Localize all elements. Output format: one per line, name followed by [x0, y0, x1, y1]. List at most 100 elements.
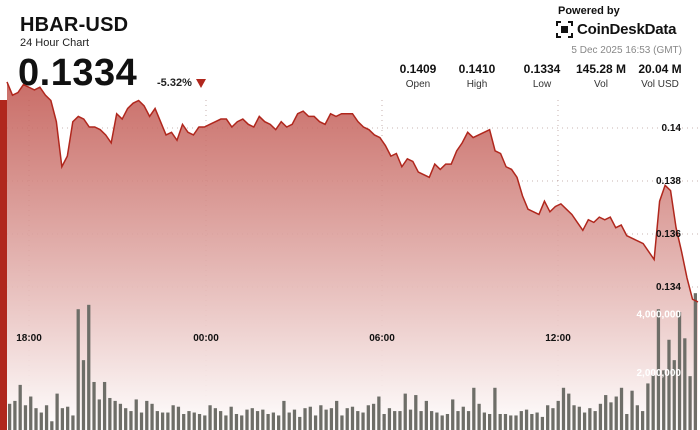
volume-bar: [604, 395, 608, 430]
volume-bar: [440, 415, 444, 430]
volume-bar: [292, 409, 297, 430]
volume-bar: [540, 416, 545, 430]
stat-low-label: Low: [532, 79, 552, 90]
volume-bar: [461, 406, 465, 430]
stat-open-label: Open: [405, 79, 431, 90]
volume-bar: [97, 399, 101, 430]
volume-bar: [8, 403, 12, 430]
volume-bar: [414, 395, 418, 430]
volume-bar: [171, 405, 175, 430]
volume-tick-label: 2,000,000: [637, 368, 682, 379]
volume-bar: [656, 309, 661, 430]
volume-bar: [129, 411, 133, 430]
current-price: 0.1334: [18, 52, 138, 94]
volume-bar: [530, 413, 534, 430]
x-tick-label: 00:00: [193, 333, 219, 344]
volume-bar: [192, 412, 196, 430]
volume-bar: [577, 406, 581, 430]
stat-open-value: 0.1409: [399, 62, 437, 76]
volume-bar: [609, 402, 613, 430]
volume-bar: [477, 403, 481, 430]
volume-bar: [366, 405, 370, 430]
volume-bar: [509, 415, 513, 430]
volume-bar: [39, 412, 43, 430]
volume-bar: [572, 405, 576, 430]
volume-bar: [18, 384, 22, 430]
y-axis-ticks: 0.14 0.138 0.136 0.134 4,000,000 2,000,000: [637, 123, 682, 379]
volume-bar: [556, 400, 560, 430]
volume-bar: [466, 411, 471, 430]
volume-bar: [630, 390, 634, 430]
volume-bar: [271, 412, 276, 430]
volume-bar: [250, 408, 254, 430]
volume-bar: [55, 393, 59, 430]
volume-bar: [635, 405, 639, 430]
volume-bar: [345, 408, 349, 430]
volume-bar: [34, 408, 38, 430]
volume-bar: [81, 360, 86, 430]
volume-bar: [619, 387, 624, 430]
volume-bar: [382, 413, 386, 430]
volume-bar: [371, 403, 376, 430]
volume-bar: [255, 411, 260, 430]
volume-bar: [124, 408, 128, 430]
volume-bar: [472, 387, 476, 430]
volume-bar: [218, 411, 223, 430]
volume-bar: [113, 400, 117, 430]
volume-bar: [546, 405, 550, 430]
stat-vol-usd-value: 20.04 M: [638, 62, 682, 76]
volume-bar: [398, 411, 402, 430]
y-tick-label: 0.134: [656, 282, 681, 293]
volume-bar: [488, 413, 492, 430]
volume-bar: [350, 406, 355, 430]
volume-bar: [160, 412, 165, 430]
volume-bar: [683, 338, 687, 430]
volume-bar: [598, 403, 603, 430]
x-tick-label: 06:00: [369, 333, 395, 344]
volume-bar: [139, 412, 144, 430]
volume-bar: [667, 339, 671, 430]
volume-bar: [329, 408, 334, 430]
volume-bar: [662, 370, 666, 430]
volume-bar: [145, 400, 149, 430]
volume-bar: [640, 411, 645, 430]
pair-title: HBAR-USD: [20, 14, 129, 36]
price-line: [6, 81, 699, 303]
volume-bar: [261, 409, 265, 430]
volume-bar: [482, 412, 487, 430]
volume-bar: [150, 403, 154, 430]
volume-bar: [166, 412, 170, 430]
stat-vol-usd: 20.04 M Vol USD: [638, 62, 681, 90]
volume-bar: [514, 415, 518, 430]
volume-bar: [134, 399, 138, 430]
accent-bar: [0, 100, 7, 430]
volume-bar: [672, 360, 676, 430]
volume-bar: [424, 400, 428, 430]
volume-bar: [240, 415, 244, 430]
volume-bar: [456, 411, 460, 430]
volume-bar: [435, 412, 439, 430]
x-tick-label: 18:00: [16, 333, 42, 344]
volume-bar: [208, 405, 212, 430]
volume-bar: [44, 405, 49, 430]
volume-bar: [393, 411, 397, 430]
volume-tick-label: 4,000,000: [637, 310, 682, 321]
volume-bar: [23, 405, 28, 430]
volume-bar: [651, 374, 655, 430]
volume-bar: [282, 400, 286, 430]
stat-open: 0.1409 Open: [400, 62, 437, 90]
price-change: -5.32%: [157, 77, 192, 89]
stat-low: 0.1334 Low: [524, 62, 561, 90]
volume-bar: [13, 400, 17, 430]
volume-bar: [213, 408, 217, 430]
volume-bar: [287, 412, 291, 430]
volume-bar: [625, 413, 629, 430]
volume-bar: [451, 399, 455, 430]
volume-bar: [324, 409, 328, 430]
powered-by-label: Powered by: [558, 5, 620, 17]
x-tick-label: 12:00: [545, 333, 571, 344]
volume-bar: [688, 376, 692, 430]
volume-bar: [429, 411, 434, 430]
volume-bar: [403, 393, 407, 430]
volume-bar: [319, 405, 323, 430]
